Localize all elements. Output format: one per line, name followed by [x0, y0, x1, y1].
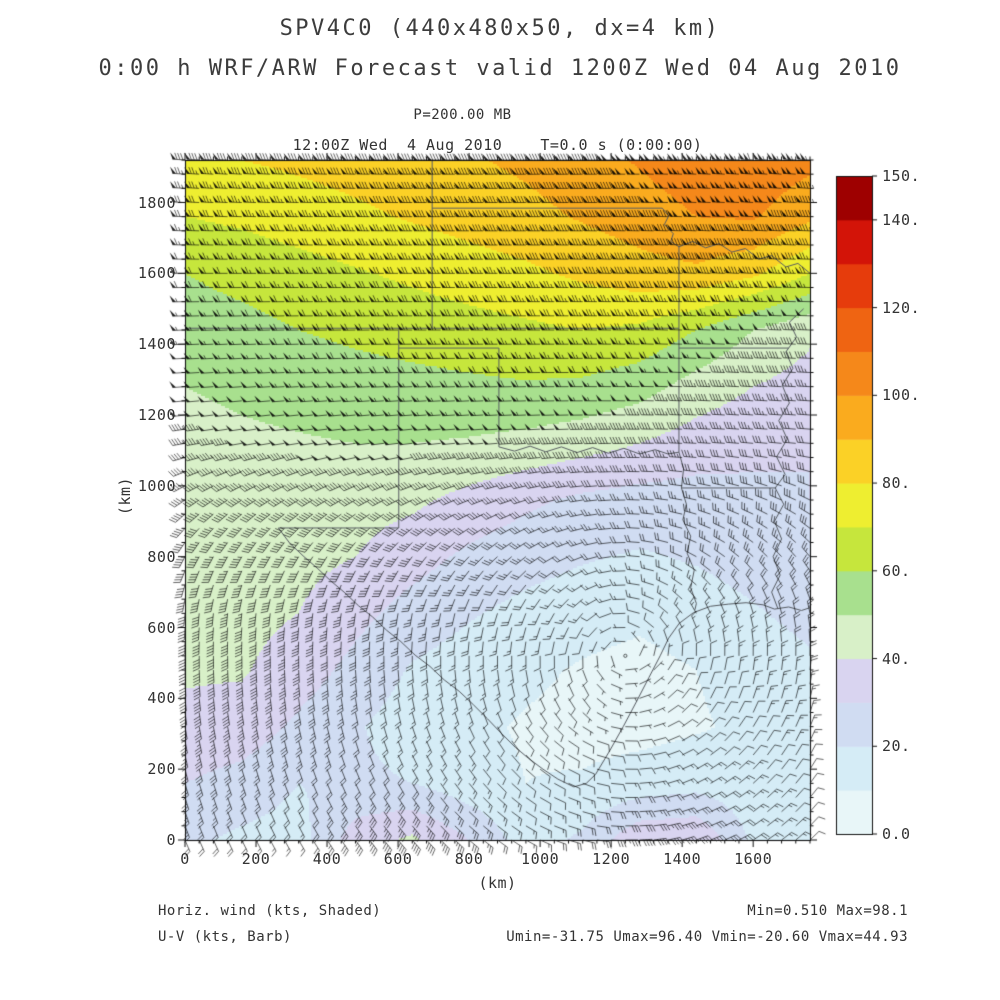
- y-tick-label: 1000: [137, 476, 176, 495]
- colorbar-tick-label: 80.: [882, 474, 911, 493]
- x-tick-label: 200: [241, 850, 271, 868]
- colorbar-tick-label: 140.: [882, 210, 921, 229]
- y-tick-label: 1600: [137, 264, 176, 283]
- x-tick-label: 1600: [734, 850, 773, 868]
- colorbar-tick-label: 20.: [882, 737, 911, 756]
- valid-time-label: 12:00Z Wed 4 Aug 2010 T=0.0 s (0:00:00): [292, 136, 703, 154]
- x-tick-label: 400: [312, 850, 342, 868]
- x-tick-label: 1200: [592, 850, 631, 868]
- x-axis-title: (km): [478, 874, 517, 892]
- y-tick-label: 200: [147, 760, 176, 779]
- x-tick-label: 1000: [521, 850, 560, 868]
- colorbar-tick-label: 0.0: [882, 825, 911, 843]
- y-tick-label: 600: [147, 618, 176, 637]
- footer-uv-minmax: Umin=-31.75 Umax=96.40 Vmin=-20.60 Vmax=…: [506, 929, 908, 945]
- y-tick-label: 1800: [137, 193, 176, 212]
- pressure-level-label: P=200.00 MB: [413, 107, 512, 123]
- colorbar-tick-label: 100.: [882, 386, 921, 405]
- x-tick-label: 0: [180, 850, 190, 868]
- figure-subtitle: 0:00 h WRF/ARW Forecast valid 1200Z Wed …: [98, 56, 902, 81]
- x-tick-label: 600: [383, 850, 413, 868]
- y-tick-label: 400: [147, 689, 176, 708]
- x-tick-label: 1400: [663, 850, 702, 868]
- y-tick-label: 0: [166, 831, 176, 849]
- colorbar-tick-label: 150.: [882, 167, 921, 185]
- y-tick-label: 800: [147, 547, 176, 566]
- y-tick-label: 1400: [137, 335, 176, 354]
- colorbar-tick-label: 120.: [882, 298, 921, 317]
- colorbar-tick-label: 60.: [882, 561, 911, 580]
- footer-minmax: Min=0.510 Max=98.1: [747, 903, 908, 919]
- x-tick-label: 800: [454, 850, 484, 868]
- footer-barb-label: U-V (kts, Barb): [158, 929, 292, 945]
- y-axis-title: (km): [116, 476, 134, 516]
- figure-title: SPV4C0 (440x480x50, dx=4 km): [279, 16, 721, 41]
- footer-shaded-label: Horiz. wind (kts, Shaded): [158, 903, 382, 919]
- colorbar-tick-label: 40.: [882, 649, 911, 668]
- y-tick-label: 1200: [137, 406, 176, 424]
